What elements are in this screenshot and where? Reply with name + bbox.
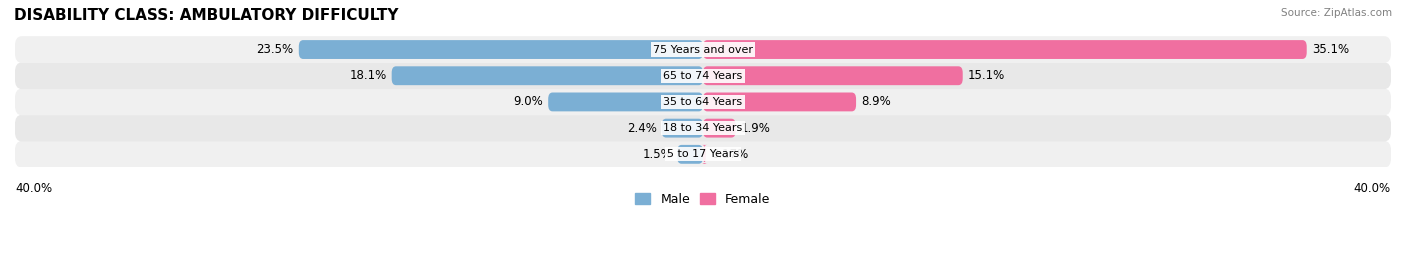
- Text: 2.4%: 2.4%: [627, 122, 657, 135]
- FancyBboxPatch shape: [15, 141, 1391, 168]
- FancyBboxPatch shape: [678, 145, 703, 164]
- Text: 18.1%: 18.1%: [349, 69, 387, 82]
- Text: 35 to 64 Years: 35 to 64 Years: [664, 97, 742, 107]
- FancyBboxPatch shape: [15, 62, 1391, 89]
- Text: 1.9%: 1.9%: [741, 122, 770, 135]
- FancyBboxPatch shape: [299, 40, 703, 59]
- Text: 40.0%: 40.0%: [1354, 182, 1391, 195]
- Text: 23.5%: 23.5%: [256, 43, 294, 56]
- Text: 5 to 17 Years: 5 to 17 Years: [666, 149, 740, 159]
- Text: Source: ZipAtlas.com: Source: ZipAtlas.com: [1281, 8, 1392, 18]
- FancyBboxPatch shape: [703, 40, 1306, 59]
- FancyBboxPatch shape: [392, 66, 703, 85]
- FancyBboxPatch shape: [15, 36, 1391, 63]
- Text: 40.0%: 40.0%: [15, 182, 52, 195]
- Text: 65 to 74 Years: 65 to 74 Years: [664, 71, 742, 81]
- FancyBboxPatch shape: [702, 145, 707, 164]
- Text: 9.0%: 9.0%: [513, 95, 543, 109]
- FancyBboxPatch shape: [662, 119, 703, 137]
- Text: 35.1%: 35.1%: [1312, 43, 1348, 56]
- FancyBboxPatch shape: [15, 115, 1391, 142]
- FancyBboxPatch shape: [703, 66, 963, 85]
- Legend: Male, Female: Male, Female: [630, 188, 776, 211]
- Text: 75 Years and over: 75 Years and over: [652, 44, 754, 55]
- Text: 0.17%: 0.17%: [711, 148, 748, 161]
- Text: 18 to 34 Years: 18 to 34 Years: [664, 123, 742, 133]
- Text: 8.9%: 8.9%: [862, 95, 891, 109]
- Text: 1.5%: 1.5%: [643, 148, 672, 161]
- Text: 15.1%: 15.1%: [967, 69, 1005, 82]
- FancyBboxPatch shape: [15, 89, 1391, 115]
- FancyBboxPatch shape: [703, 92, 856, 111]
- Text: DISABILITY CLASS: AMBULATORY DIFFICULTY: DISABILITY CLASS: AMBULATORY DIFFICULTY: [14, 8, 398, 23]
- FancyBboxPatch shape: [703, 119, 735, 137]
- FancyBboxPatch shape: [548, 92, 703, 111]
